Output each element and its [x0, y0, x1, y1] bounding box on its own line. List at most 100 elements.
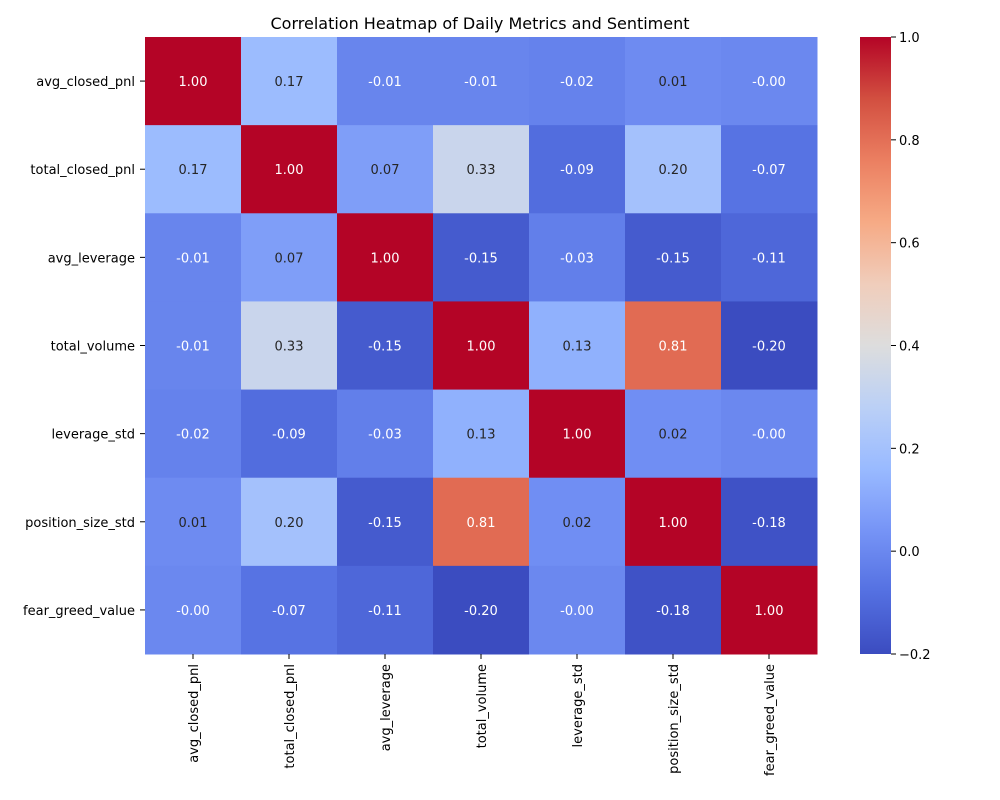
heatmap-cell [241, 213, 338, 302]
heatmap-cell [145, 125, 242, 214]
cell-value-label: 0.81 [659, 340, 688, 355]
heatmap-cell [241, 125, 338, 214]
heatmap-cell [529, 477, 626, 567]
heatmap-cell [337, 565, 434, 655]
chart-title: Correlation Heatmap of Daily Metrics and… [270, 14, 689, 33]
colorbar-tick-label: 0.0 [899, 545, 920, 560]
cell-value-label: -0.11 [752, 251, 786, 266]
heatmap-cell [721, 37, 818, 126]
cell-value-label: 0.07 [275, 251, 304, 266]
cell-value-label: -0.01 [176, 340, 210, 355]
cell-value-label: -0.00 [752, 428, 786, 443]
heatmap-cell [625, 565, 722, 655]
heatmap-cell [721, 213, 818, 302]
cell-value-label: -0.02 [176, 428, 210, 443]
cell-value-label: 0.20 [275, 516, 304, 531]
x-tick-label: avg_closed_pnl [187, 664, 202, 763]
colorbar-tick-label: 0.2 [899, 442, 920, 457]
colorbar-tick-label: 0.8 [899, 134, 920, 149]
x-tick-label: total_volume [475, 664, 490, 748]
y-tick-label: total_volume [51, 340, 135, 355]
heatmap-cell [529, 37, 626, 126]
heatmap-cell [145, 213, 242, 302]
heatmap-cell [241, 389, 338, 479]
cell-value-label: -0.03 [368, 428, 402, 443]
heatmap-cell [433, 125, 530, 214]
cell-value-label: 0.13 [563, 340, 592, 355]
y-tick-labels: avg_closed_pnl total_closed_pnl avg_levera… [23, 75, 145, 619]
cell-value-label: 1.00 [275, 163, 304, 178]
heatmap-cell [145, 37, 242, 126]
heatmap-cell [337, 213, 434, 302]
cell-value-label: -0.11 [368, 604, 402, 619]
heatmap-cell [625, 213, 722, 302]
heatmap-cell [721, 301, 818, 391]
heatmap-cell [337, 477, 434, 567]
y-tick-label: position_size_std [25, 516, 135, 531]
cell-value-label: -0.15 [464, 251, 498, 266]
heatmap-cell [625, 37, 722, 126]
cell-value-label: -0.00 [560, 604, 594, 619]
cell-value-label: -0.18 [656, 604, 690, 619]
cell-value-label: 0.81 [467, 516, 496, 531]
cell-value-label: -0.01 [464, 75, 498, 90]
heatmap-cell [529, 301, 626, 391]
cell-value-label: 0.02 [563, 516, 592, 531]
cell-value-label: -0.18 [752, 516, 786, 531]
heatmap-cell [721, 565, 818, 655]
heatmap-cell [145, 565, 242, 655]
y-tick-label: avg_leverage [48, 251, 135, 266]
heatmap-cell [433, 301, 530, 391]
heatmap-cell [337, 389, 434, 479]
cell-value-label: -0.20 [464, 604, 498, 619]
cell-value-label: 1.00 [467, 340, 496, 355]
cell-value-label: 1.00 [563, 428, 592, 443]
cell-value-label: 0.07 [371, 163, 400, 178]
colorbar-tick-label: 0.6 [899, 237, 920, 252]
heatmap-cell [337, 37, 434, 126]
cell-value-label: 1.00 [659, 516, 688, 531]
cell-value-label: 0.20 [659, 163, 688, 178]
x-tick-labels: avg_closed_pnl total_closed_pnl avg_levera… [187, 654, 778, 776]
heatmap-cell [337, 125, 434, 214]
cell-value-label: 0.33 [467, 163, 496, 178]
cell-value-label: 1.00 [179, 75, 208, 90]
cell-value-label: -0.01 [368, 75, 402, 90]
heatmap-cell [241, 477, 338, 567]
y-tick-label: total_closed_pnl [30, 163, 135, 178]
cell-value-label: -0.15 [368, 340, 402, 355]
heatmap-cell [625, 301, 722, 391]
heatmap-cell [721, 389, 818, 479]
cell-value-label: 1.00 [755, 604, 784, 619]
heatmap-cell [433, 477, 530, 567]
cell-value-label: -0.15 [368, 516, 402, 531]
colorbar-gradient [860, 37, 891, 654]
y-tick-label: fear_greed_value [23, 604, 135, 619]
x-tick-label: avg_leverage [379, 664, 394, 751]
cell-value-label: -0.15 [656, 251, 690, 266]
heatmap-cell [529, 389, 626, 479]
heatmap-cell [529, 565, 626, 655]
y-tick-label: leverage_std [52, 428, 135, 443]
heatmap-cell [145, 301, 242, 391]
cell-value-label: 0.17 [179, 163, 208, 178]
colorbar-tick-label: 0.4 [899, 340, 920, 355]
heatmap-cell [625, 389, 722, 479]
cell-value-label: -0.01 [176, 251, 210, 266]
colorbar-tick-label: 1.0 [899, 31, 920, 46]
colorbar-tick-label: −0.2 [899, 648, 931, 663]
heatmap-cell [625, 125, 722, 214]
y-tick-label: avg_closed_pnl [36, 75, 135, 90]
heatmap-cell [433, 37, 530, 126]
heatmap-cell [241, 301, 338, 391]
heatmap-cell [433, 565, 530, 655]
heatmap-cell [625, 477, 722, 567]
cell-value-label: 0.01 [659, 75, 688, 90]
cell-value-label: 0.33 [275, 340, 304, 355]
heatmap-cells: 1.00 0.17 -0.01 -0.01 -0.02 0.01 -0.00 0.17 1.00… [145, 37, 818, 655]
heatmap-cell [529, 213, 626, 302]
cell-value-label: -0.00 [176, 604, 210, 619]
cell-value-label: 1.00 [371, 251, 400, 266]
cell-value-label: -0.07 [272, 604, 306, 619]
cell-value-label: -0.09 [272, 428, 306, 443]
